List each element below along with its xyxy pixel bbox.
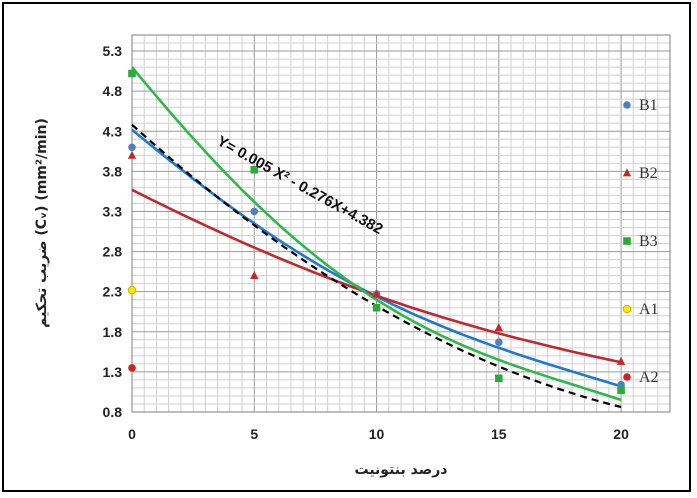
- data-point-b3: [128, 69, 136, 78]
- legend-label-b2: B2: [639, 165, 658, 182]
- plot-border: [131, 34, 671, 413]
- y-tick-label: 3.3: [103, 203, 123, 219]
- legend: B1 B2 B3 A1 A2: [622, 97, 659, 386]
- data-point-b1: [250, 207, 259, 216]
- data-point-a2: [128, 364, 136, 372]
- legend-label-b1: B1: [639, 97, 658, 114]
- legend-marker-b2: [622, 168, 632, 177]
- y-tick-label: 4.8: [103, 83, 123, 99]
- x-tick-label: 20: [613, 426, 629, 442]
- chart-frame: 0 5 10 15 20 0.8 1.3 1.8 2.3 2.8 3.3 3.8 4.3 4.8 5.3 …: [2, 2, 691, 492]
- data-point-b3: [250, 165, 259, 174]
- data-point-b2: [250, 271, 259, 280]
- y-tick-label: 2.3: [103, 284, 123, 300]
- legend-label-b3: B3: [639, 233, 658, 250]
- y-tick-label: 3.8: [103, 163, 123, 179]
- data-point-b2: [616, 356, 626, 365]
- y-tick-label: 4.3: [103, 123, 123, 139]
- x-tick-label: 15: [491, 426, 507, 442]
- legend-marker-b3: [623, 237, 631, 245]
- y-tick-label: 1.8: [103, 324, 123, 340]
- x-tick-label: 0: [128, 426, 136, 442]
- data-point-a1: [127, 285, 137, 295]
- trendline-b3: [130, 66, 622, 402]
- legend-label-a2: A2: [639, 369, 659, 386]
- data-point-b3: [617, 386, 625, 395]
- y-axis-title: ضریب تحکیم (Cᵥ) (mm²/min): [34, 118, 50, 328]
- legend-marker-a2: [623, 373, 631, 381]
- x-tick-label: 10: [369, 426, 385, 442]
- data-point-b3: [495, 374, 503, 383]
- legend-marker-a1: [622, 304, 632, 314]
- y-tick-label: 2.8: [103, 244, 123, 260]
- data-point-b2: [127, 150, 137, 159]
- x-axis-ticks: 0 5 10 15 20: [128, 426, 629, 442]
- y-axis-ticks: 0.8 1.3 1.8 2.3 2.8 3.3 3.8 4.3 4.8 5.3: [103, 43, 123, 420]
- y-tick-label: 5.3: [103, 43, 123, 59]
- data-point-b2: [372, 289, 381, 298]
- x-axis-title: درصد بنتونیت: [355, 462, 448, 478]
- data-point-b3: [372, 303, 381, 312]
- y-tick-label: 0.8: [103, 404, 123, 420]
- y-tick-label: 1.3: [103, 364, 123, 380]
- chart-svg: 0 5 10 15 20 0.81.31.82.32.83.33.84.34.85.3 …: [34, 34, 671, 478]
- data-point-b1: [495, 338, 503, 347]
- legend-label-a1: A1: [639, 301, 659, 318]
- data-point-b2: [494, 323, 504, 332]
- x-tick-label: 5: [250, 426, 258, 442]
- data-points: [127, 69, 626, 395]
- data-point-b1: [128, 143, 136, 152]
- legend-marker-b1: [623, 101, 631, 109]
